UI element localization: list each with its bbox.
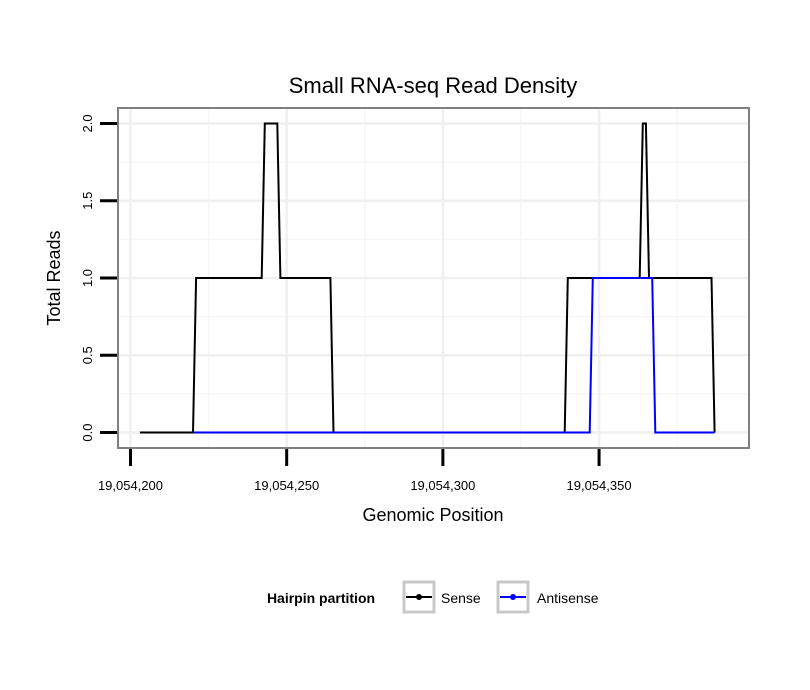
legend-item-antisense: Antisense bbox=[496, 580, 599, 614]
series-line-antisense bbox=[193, 277, 715, 434]
x-tick-label: 19,054,250 bbox=[254, 478, 319, 493]
y-tick-label: 2.0 bbox=[80, 114, 95, 132]
x-axis-label: Genomic Position bbox=[362, 505, 503, 525]
y-tick-label: 0.0 bbox=[80, 424, 95, 442]
y-axis: 0.0 0.5 1.0 1.5 2.0 bbox=[80, 114, 117, 442]
legend-item-sense: Sense bbox=[402, 580, 481, 614]
x-tick-label: 19,054,300 bbox=[410, 478, 475, 493]
y-axis-label: Total Reads bbox=[44, 230, 64, 325]
y-tick-label: 1.5 bbox=[80, 192, 95, 210]
plot-panel-border bbox=[117, 107, 750, 449]
y-tick-label: 0.5 bbox=[80, 346, 95, 364]
y-tick-label: 1.0 bbox=[80, 269, 95, 287]
legend-point-sense bbox=[416, 594, 422, 600]
legend-label-sense: Sense bbox=[441, 590, 481, 606]
legend: Hairpin partition Sense Antisense bbox=[267, 580, 599, 614]
x-tick-label: 19,054,350 bbox=[567, 478, 632, 493]
chart-title: Small RNA-seq Read Density bbox=[289, 73, 578, 98]
legend-label-antisense: Antisense bbox=[537, 590, 599, 606]
x-axis: 19,054,200 19,054,250 19,054,300 19,054,350 bbox=[98, 449, 632, 493]
legend-title: Hairpin partition bbox=[267, 590, 375, 606]
legend-point-antisense bbox=[510, 594, 516, 600]
x-tick-label: 19,054,200 bbox=[98, 478, 163, 493]
series-lines bbox=[139, 122, 716, 434]
